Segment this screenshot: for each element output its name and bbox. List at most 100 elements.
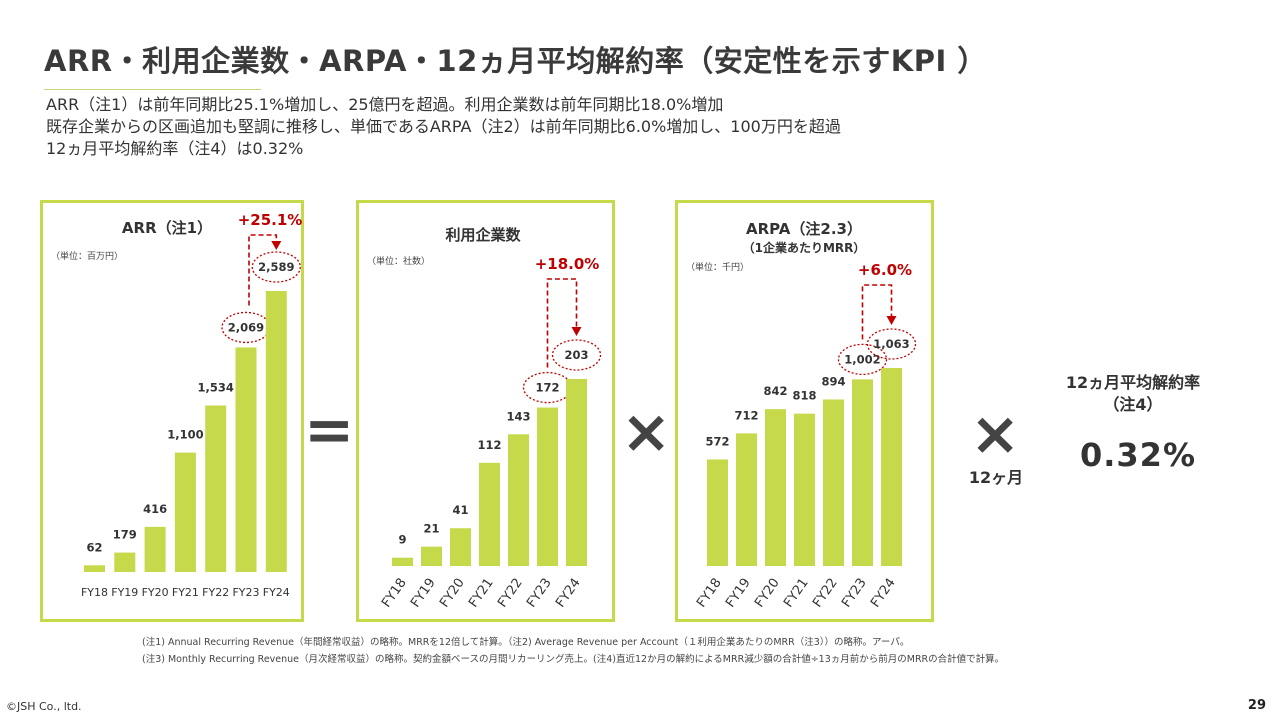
growth-arrow (546, 278, 578, 368)
bar (765, 409, 786, 566)
x-tick-label: FY20 (752, 576, 783, 611)
x-tick-label: FY21 (466, 576, 497, 611)
bar-value-label: 712 (734, 408, 758, 422)
lead-line-3: 12ヵ月平均解約率（注4）は0.32% (46, 139, 304, 158)
bar-value-label: 572 (705, 434, 729, 448)
equals-sign: = (304, 395, 355, 465)
churn-rate-label-line-2: （注4） (1103, 395, 1163, 414)
bar-value-label: 416 (143, 502, 167, 516)
page-title: ARR・利用企業数・ARPA・12ヵ月平均解約率（安定性を示すKPI ） (44, 44, 987, 78)
x-tick-label: FY22 (810, 576, 841, 611)
bar-value-label: 179 (113, 528, 137, 542)
title-underline (44, 89, 261, 90)
companies-chart: 利用企業数 （単位：社数） +18.0% 9 FY18 21 FY19 41 FY20 112 FY… (367, 226, 602, 611)
footnotes: (注1) Annual Recurring Revenue（年間経常収益）の略称… (142, 634, 1004, 668)
bar (707, 459, 728, 566)
growth-arrow-head (271, 241, 282, 250)
bar-value-label: 172 (535, 381, 559, 395)
x-tick-label: FY23 (839, 576, 870, 611)
churn-rate-label: 12ヵ月平均解約率 （注4） (1030, 372, 1236, 416)
bar-value-label: 9 (398, 533, 406, 547)
arr-chart: ARR（注1） （単位：百万円） +25.1% 62 FY18 179 FY19 416 FY2… (51, 211, 302, 599)
lead-line-2: 既存企業からの区画追加も堅調に推移し、単価であるARPA（注2）は前年同期比6.… (46, 117, 841, 136)
bar-value-label: 1,002 (844, 352, 880, 366)
chart-unit: （単位：千円） (686, 261, 749, 273)
x-tick-label: FY23 (232, 586, 259, 599)
bar-value-label: 2,069 (228, 320, 264, 334)
churn-rate-value: 0.32% (1079, 436, 1196, 474)
x-tick-label: FY19 (111, 586, 138, 599)
growth-arrow (248, 234, 278, 306)
bar-value-label: 21 (423, 522, 439, 536)
bar (736, 433, 757, 566)
arpa-chart-panel: ARPA（注2.3） （1企業あたりMRR） （単位：千円） +6.0% 572 FY18… (675, 200, 934, 622)
bar-value-label: 842 (763, 384, 787, 398)
highlight-circle (551, 339, 602, 371)
x-tick-label: FY18 (694, 576, 725, 611)
x-tick-label: FY18 (81, 586, 108, 599)
x-tick-label: FY20 (142, 586, 169, 599)
highlight-circle (837, 343, 888, 376)
bar-value-label: 894 (821, 374, 845, 388)
lead-line-1: ARR（注1）は前年同期比25.1%増加し、25億円を超過。利用企業数は前年同期… (46, 95, 724, 114)
bar (566, 379, 587, 566)
chart-unit: （単位：社数） (367, 255, 430, 267)
x-tick-label: FY19 (408, 576, 439, 611)
bar (144, 526, 166, 572)
churn-rate-label-line-1: 12ヵ月平均解約率 (1065, 373, 1201, 392)
chart-unit: （単位：百万円） (51, 250, 123, 262)
x-tick-label: FY22 (202, 586, 229, 599)
bar-value-label: 203 (564, 348, 588, 362)
bar-value-label: 41 (452, 503, 468, 517)
x-tick-label: FY19 (723, 576, 754, 611)
bar (265, 291, 287, 572)
footnote-1: (注1) Annual Recurring Revenue（年間経常収益）の略称… (142, 637, 910, 648)
twelve-months-label: 12ヶ月 (968, 468, 1024, 487)
x-tick-label: FY21 (172, 586, 199, 599)
bar (881, 368, 902, 566)
x-tick-label: FY24 (263, 586, 290, 599)
growth-arrow (861, 284, 893, 340)
bar (537, 407, 558, 566)
growth-rate-label: +18.0% (535, 255, 600, 273)
bar-value-label: 1,063 (873, 337, 909, 351)
bar (852, 379, 873, 566)
multiply-sign-1: × (621, 397, 672, 467)
x-tick-label: FY23 (524, 576, 555, 611)
x-tick-label: FY21 (781, 576, 812, 611)
bar (794, 413, 815, 566)
x-tick-label: FY24 (553, 576, 584, 611)
bar-value-label: 143 (506, 409, 530, 423)
bar-value-label: 62 (86, 540, 102, 554)
chart-title: ARR（注1） (122, 219, 212, 237)
growth-arrow-head (886, 316, 897, 325)
arr-chart-panel: ARR（注1） （単位：百万円） +25.1% 62 FY18 179 FY19 416 FY2… (40, 200, 304, 622)
page-number: 29 (1247, 698, 1266, 713)
bar-value-label: 112 (477, 438, 501, 452)
bar-value-label: 1,100 (167, 428, 203, 442)
bar (235, 347, 257, 572)
x-tick-label: FY22 (495, 576, 526, 611)
footnote-2: (注3) Monthly Recurring Revenue（月次経常収益）の略… (142, 654, 1005, 665)
bar (450, 528, 471, 566)
multiply-sign-2: × (970, 399, 1021, 469)
bar-value-label: 2,589 (258, 260, 294, 274)
x-tick-label: FY24 (868, 576, 899, 611)
bar (823, 399, 844, 566)
bar (84, 565, 105, 572)
growth-rate-label: +6.0% (858, 261, 912, 279)
companies-chart-panel: 利用企業数 （単位：社数） +18.0% 9 FY18 21 FY19 41 FY20 112 FY… (356, 200, 615, 622)
bar (205, 405, 227, 572)
bar (114, 552, 136, 572)
bar (508, 434, 529, 566)
x-tick-label: FY18 (379, 576, 410, 611)
lead-text: ARR（注1）は前年同期比25.1%増加し、25億円を超過。利用企業数は前年同期… (46, 94, 841, 160)
bar-value-label: 1,534 (198, 381, 234, 395)
highlight-circle (866, 328, 917, 360)
bar (174, 452, 196, 572)
bar (392, 557, 413, 566)
highlight-circle (251, 251, 301, 283)
chart-title: ARPA（注2.3） (746, 220, 862, 238)
x-tick-label: FY20 (437, 576, 468, 611)
growth-arrow-head (571, 327, 582, 336)
